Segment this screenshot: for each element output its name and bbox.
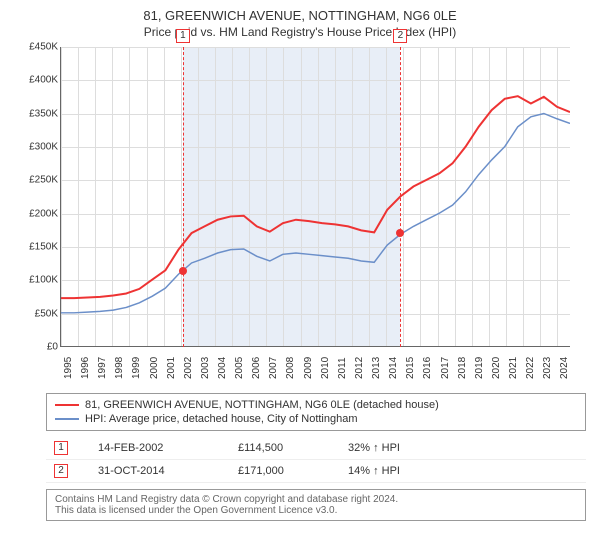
y-tick-label: £150K [20, 242, 58, 253]
x-tick-label: 1998 [114, 357, 125, 379]
marker-box-2: 2 [393, 29, 407, 43]
y-tick-label: £250K [20, 175, 58, 186]
legend-item-property: 81, GREENWICH AVENUE, NOTTINGHAM, NG6 0L… [55, 398, 577, 412]
y-tick-label: £450K [20, 42, 58, 53]
x-tick-label: 2014 [388, 357, 399, 379]
sale-price-2: £171,000 [238, 465, 318, 477]
x-tick-label: 2022 [525, 357, 536, 379]
sale-row-2: 2 31-OCT-2014 £171,000 14% ↑ HPI [46, 460, 586, 483]
y-tick-label: £0 [20, 342, 58, 353]
sale-delta-1: 32% ↑ HPI [348, 442, 448, 454]
sale-marker-2: 2 [54, 464, 68, 478]
footer: Contains HM Land Registry data © Crown c… [46, 489, 586, 521]
x-tick-label: 2003 [200, 357, 211, 379]
y-tick-label: £50K [20, 308, 58, 319]
plot-region: 12 [60, 47, 570, 347]
x-tick-label: 2008 [285, 357, 296, 379]
x-tick-label: 2013 [371, 357, 382, 379]
x-tick-label: 2011 [337, 357, 348, 379]
x-tick-label: 2019 [474, 357, 485, 379]
sale-date-1: 14-FEB-2002 [98, 442, 208, 454]
x-tick-label: 2002 [183, 357, 194, 379]
x-tick-label: 1995 [63, 357, 74, 379]
x-tick-label: 2018 [457, 357, 468, 379]
x-tick-label: 2010 [320, 357, 331, 379]
y-tick-label: £100K [20, 275, 58, 286]
marker-line-1 [183, 47, 184, 347]
y-tick-label: £200K [20, 208, 58, 219]
legend-label-property: 81, GREENWICH AVENUE, NOTTINGHAM, NG6 0L… [85, 399, 439, 411]
y-tick-label: £300K [20, 142, 58, 153]
footer-line-1: Contains HM Land Registry data © Crown c… [55, 494, 577, 505]
x-tick-label: 2006 [251, 357, 262, 379]
x-tick-label: 2009 [303, 357, 314, 379]
legend-swatch-hpi [55, 418, 79, 420]
chart-area: £0 £50K £100K £150K £200K £250K £300K £350K £400… [20, 47, 580, 387]
sale-marker-1: 1 [54, 441, 68, 455]
x-tick-label: 1999 [131, 357, 142, 379]
x-tick-label: 2021 [508, 357, 519, 379]
chart-subtitle: Price paid vs. HM Land Registry's House … [12, 25, 588, 39]
x-tick-label: 2020 [491, 357, 502, 379]
x-tick-label: 1996 [80, 357, 91, 379]
marker-line-2 [400, 47, 401, 347]
sale-date-2: 31-OCT-2014 [98, 465, 208, 477]
x-tick-label: 2004 [217, 357, 228, 379]
marker-dot-2 [396, 229, 404, 237]
x-tick-label: 2000 [149, 357, 160, 379]
chart-lines [61, 47, 570, 346]
legend: 81, GREENWICH AVENUE, NOTTINGHAM, NG6 0L… [46, 393, 586, 431]
legend-swatch-property [55, 404, 79, 406]
marker-dot-1 [179, 267, 187, 275]
x-tick-label: 1997 [97, 357, 108, 379]
footer-line-2: This data is licensed under the Open Gov… [55, 505, 577, 516]
x-tick-label: 2005 [234, 357, 245, 379]
x-tick-label: 2015 [405, 357, 416, 379]
series-line-hpi [61, 113, 570, 312]
x-tick-label: 2007 [268, 357, 279, 379]
chart-title: 81, GREENWICH AVENUE, NOTTINGHAM, NG6 0L… [12, 8, 588, 23]
marker-box-1: 1 [176, 29, 190, 43]
x-tick-label: 2023 [542, 357, 553, 379]
x-tick-label: 2017 [440, 357, 451, 379]
legend-item-hpi: HPI: Average price, detached house, City… [55, 412, 577, 426]
legend-label-hpi: HPI: Average price, detached house, City… [85, 413, 358, 425]
y-tick-label: £400K [20, 75, 58, 86]
x-tick-label: 2016 [422, 357, 433, 379]
sale-row-1: 1 14-FEB-2002 £114,500 32% ↑ HPI [46, 437, 586, 460]
x-tick-label: 2001 [166, 357, 177, 379]
x-tick-label: 2012 [354, 357, 365, 379]
sale-table: 1 14-FEB-2002 £114,500 32% ↑ HPI 2 31-OC… [46, 437, 586, 483]
series-line-property [61, 96, 570, 298]
y-tick-label: £350K [20, 108, 58, 119]
sale-price-1: £114,500 [238, 442, 318, 454]
x-tick-label: 2024 [559, 357, 570, 379]
sale-delta-2: 14% ↑ HPI [348, 465, 448, 477]
